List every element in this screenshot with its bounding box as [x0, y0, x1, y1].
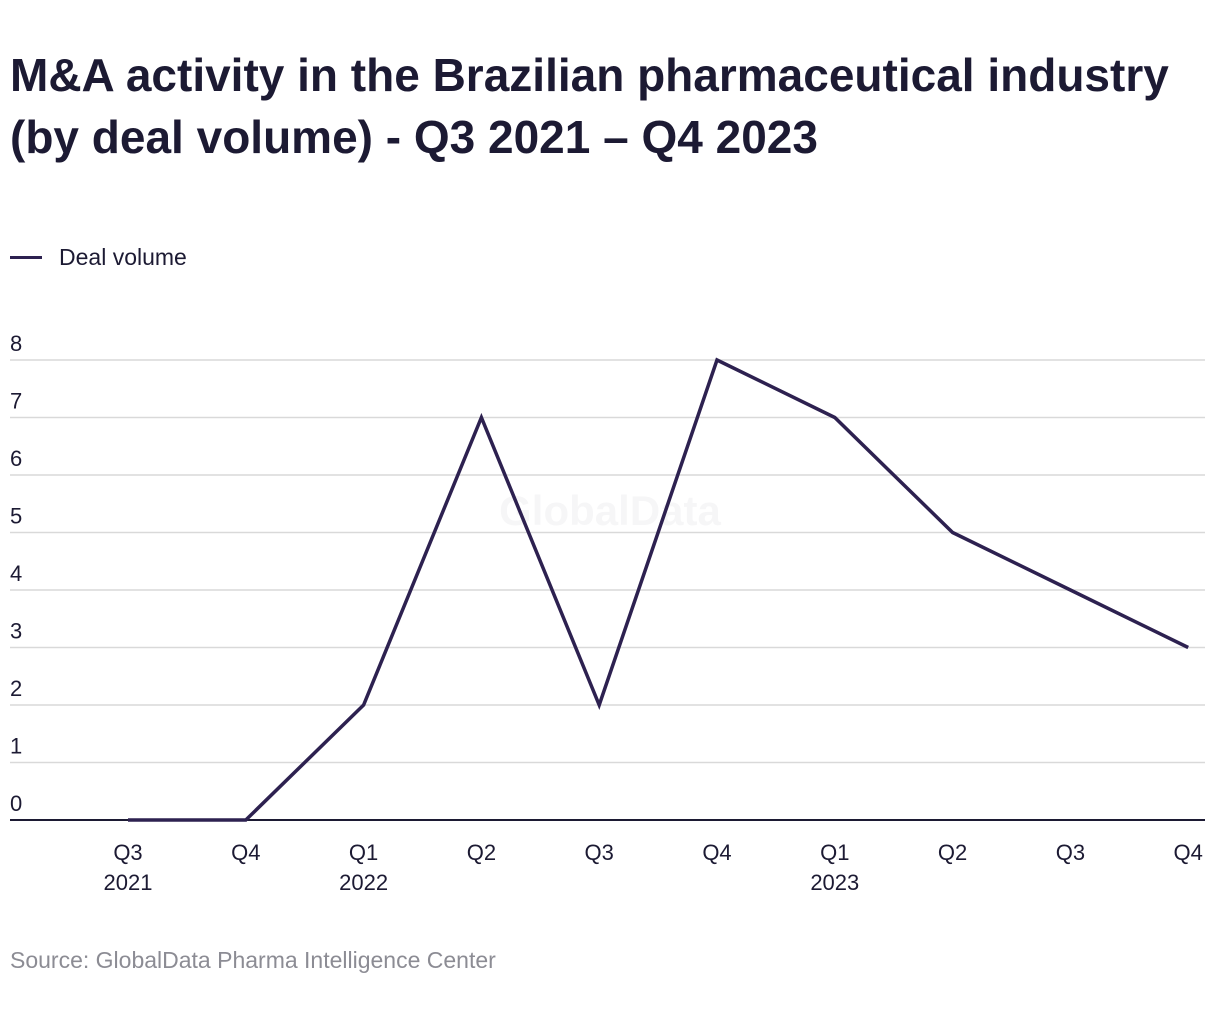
legend-label: Deal volume [59, 243, 187, 270]
x-tick-label: Q4 [1174, 840, 1203, 865]
x-tick-year-label: 2021 [104, 870, 153, 895]
x-tick-label: Q4 [702, 840, 731, 865]
y-tick-label: 3 [10, 619, 22, 644]
chart-title: M&A activity in the Brazilian pharmaceut… [10, 49, 1169, 163]
source-note: Source: GlobalData Pharma Intelligence C… [10, 947, 496, 973]
y-tick-label: 8 [10, 331, 22, 356]
x-tick-label: Q1 [349, 840, 378, 865]
series-deal-volume [128, 357, 1189, 822]
y-tick-label: 4 [10, 561, 22, 586]
y-tick-label: 6 [10, 446, 22, 471]
legend: Deal volume [10, 241, 187, 273]
y-tick-label: 2 [10, 676, 22, 701]
x-tick-label: Q3 [1056, 840, 1085, 865]
y-tick-label: 7 [10, 389, 22, 414]
x-tick-label: Q1 [820, 840, 849, 865]
x-axis-tick-labels: Q3 2021 Q4 Q1 2022 Q2 Q3 Q4 Q1 2023 Q2 Q3 Q4 [104, 840, 1203, 895]
x-tick-year-label: 2023 [810, 870, 859, 895]
y-tick-label: 5 [10, 504, 22, 529]
y-tick-label: 0 [10, 791, 22, 816]
x-tick-label: Q2 [938, 840, 967, 865]
watermark: GlobalData [499, 487, 721, 534]
legend-swatch [10, 255, 42, 259]
x-tick-label: Q3 [585, 840, 614, 865]
x-tick-label: Q3 [113, 840, 142, 865]
x-tick-year-label: 2022 [339, 870, 388, 895]
gridlines [10, 359, 1205, 764]
y-axis-tick-labels: 0 1 2 3 4 5 6 7 8 [10, 331, 22, 816]
y-tick-label: 1 [10, 734, 22, 759]
x-tick-label: Q2 [467, 840, 496, 865]
x-tick-label: Q4 [231, 840, 260, 865]
series-line-deal-volume [128, 357, 1189, 822]
